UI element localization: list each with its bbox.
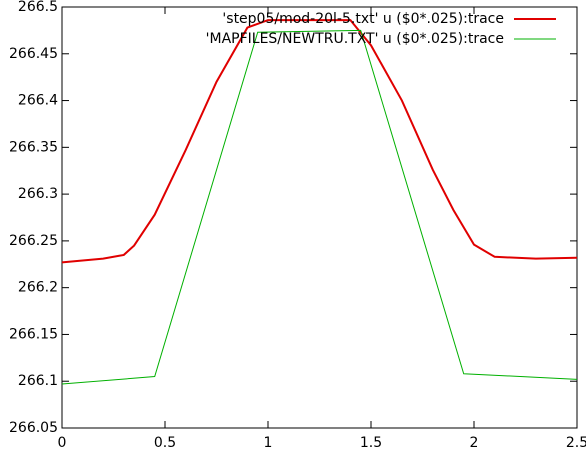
- x-tick-label: 0: [58, 435, 67, 451]
- data-line: [61, 29, 578, 385]
- x-tick-label: 2.5: [566, 435, 586, 451]
- x-tick-label: 0.5: [154, 435, 176, 451]
- y-tick-label: 266.1: [18, 373, 58, 389]
- data-line: [61, 19, 578, 264]
- x-tick-label: 1: [264, 435, 273, 451]
- x-tick-label: 2: [470, 435, 479, 451]
- y-tick-label: 266.45: [9, 46, 58, 62]
- y-tick-label: 266.4: [18, 93, 58, 109]
- y-tick-label: 266.15: [9, 326, 58, 342]
- plot-border: [61, 6, 578, 429]
- y-tick-label: 266.5: [18, 0, 58, 15]
- x-tick-label: 1.5: [360, 435, 382, 451]
- y-tick-label: 266.3: [18, 186, 58, 202]
- y-tick-label: 266.25: [9, 233, 58, 249]
- legend-label: 'MAPFILES/NEWTRU.TXT' u ($0*.025):trace: [206, 31, 504, 47]
- y-tick-label: 266.05: [9, 420, 58, 436]
- legend-label: 'step05/mod-20l-5.txt' u ($0*.025):trace: [222, 11, 504, 27]
- y-tick-label: 266.35: [9, 139, 58, 155]
- y-tick-label: 266.2: [18, 280, 58, 296]
